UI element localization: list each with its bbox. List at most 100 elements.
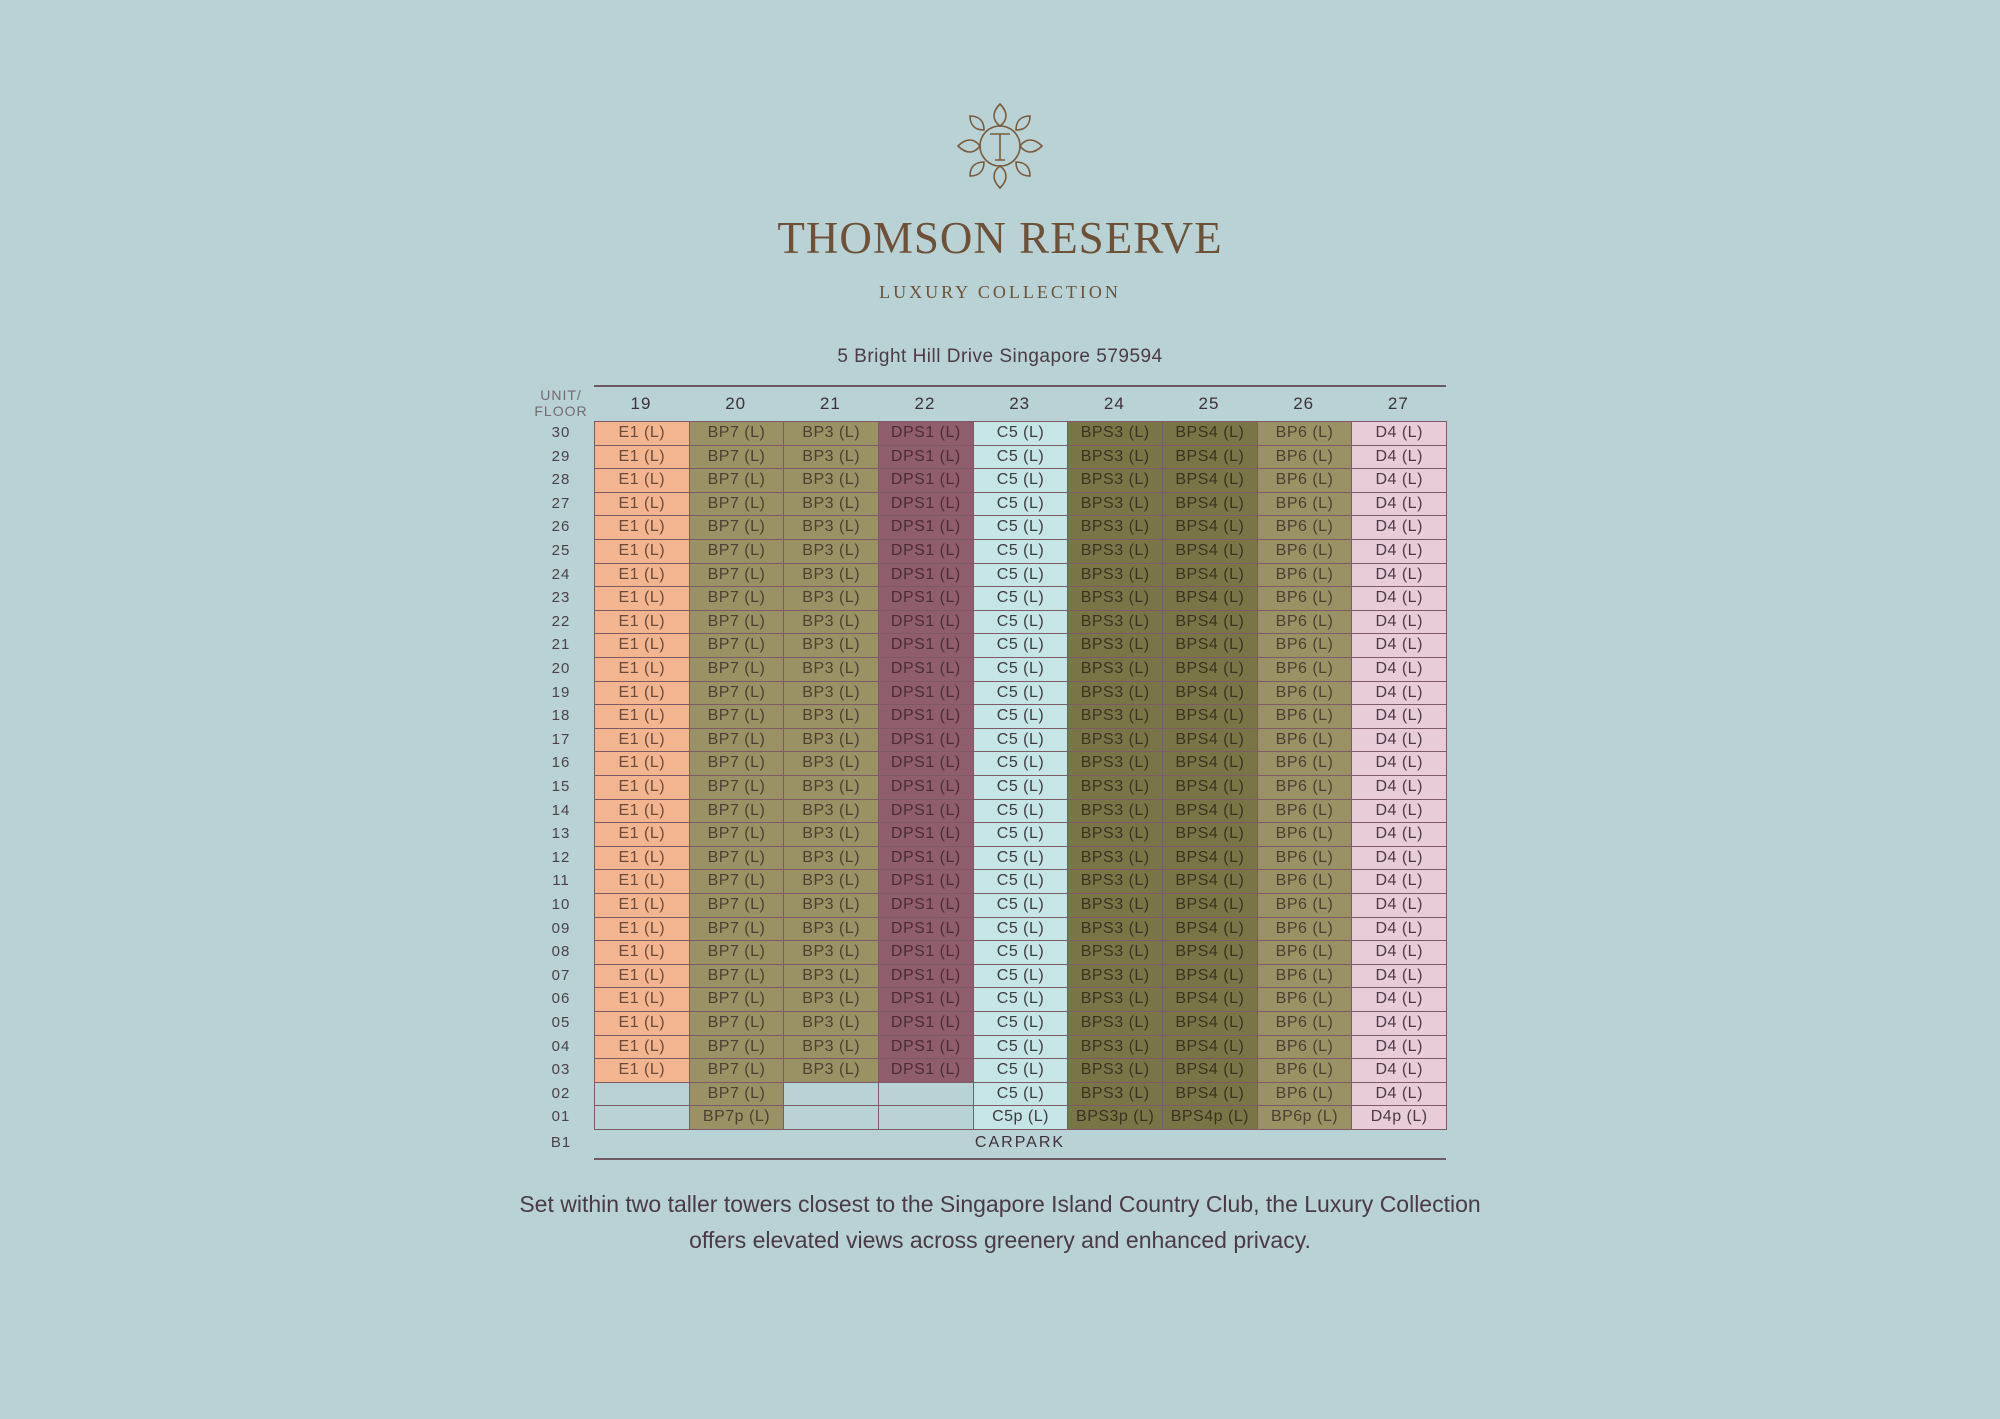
unit-cell: BP3 (L) (783, 751, 879, 776)
empty-unit-cell (783, 1105, 879, 1130)
floor-label: 09 (551, 919, 571, 937)
unit-cell: BP3 (L) (783, 963, 879, 989)
floor-label: 05 (551, 1014, 571, 1031)
leaf-monogram-icon (956, 102, 1044, 190)
unit-cell: BPS4 (L) (1162, 468, 1258, 493)
unit-cell: BPS4 (L) (1162, 491, 1258, 517)
unit-cell: BP6 (L) (1256, 1058, 1353, 1083)
floor-label: 14 (551, 801, 571, 819)
unit-cell: BPS4 (L) (1162, 798, 1258, 824)
unit-cell: BP6 (L) (1256, 916, 1353, 942)
unit-cell: DPS1 (L) (878, 1034, 974, 1060)
unit-cell: D4 (L) (1351, 1081, 1448, 1107)
unit-cell: BPS3 (L) (1067, 1081, 1163, 1107)
unit-cell: BP6p (L) (1256, 1105, 1353, 1130)
empty-unit-cell (594, 1081, 690, 1107)
brand-title: THOMSON RESERVE (777, 213, 1223, 263)
unit-cell: C5 (L) (972, 586, 1069, 611)
unit-cell: BPS4 (L) (1162, 704, 1258, 729)
unit-cell: DPS1 (L) (878, 609, 974, 635)
unit-cell: D4 (L) (1351, 468, 1448, 493)
floor-label: 26 (551, 518, 571, 536)
unit-cell: BPS4 (L) (1162, 727, 1258, 753)
unit-cell: C5 (L) (972, 775, 1069, 800)
unit-column-header: 25 (1198, 394, 1220, 413)
unit-cell: BP6 (L) (1256, 491, 1353, 517)
project-address: 5 Bright Hill Drive Singapore 579594 (837, 346, 1163, 367)
unit-cell: BP7 (L) (688, 1058, 785, 1083)
unit-cell: BPS4 (L) (1162, 822, 1258, 847)
unit-cell: BP6 (L) (1256, 609, 1353, 635)
unit-cell: BPS4 (L) (1162, 657, 1258, 682)
unit-cell: E1 (L) (594, 987, 690, 1012)
unit-cell: BP7 (L) (688, 633, 785, 658)
unit-cell: BP3 (L) (783, 491, 879, 517)
unit-cell: BP3 (L) (783, 798, 879, 824)
unit-cell: C5 (L) (972, 1081, 1069, 1107)
unit-cell: BP3 (L) (783, 869, 879, 894)
unit-cell: C5 (L) (972, 751, 1069, 776)
unit-cell: BPS3 (L) (1067, 586, 1163, 611)
unit-cell: BPS4 (L) (1162, 893, 1258, 918)
unit-cell: BP6 (L) (1256, 633, 1353, 658)
unit-cell: D4 (L) (1351, 609, 1448, 635)
unit-cell: BPS4 (L) (1162, 680, 1258, 706)
unit-cell: D4 (L) (1351, 1058, 1448, 1083)
unit-cell: BPS3 (L) (1067, 444, 1163, 470)
carpark-label: CARPARK (974, 1134, 1066, 1151)
unit-cell: BP7 (L) (688, 963, 785, 989)
unit-cell: E1 (L) (594, 609, 690, 635)
unit-cell: E1 (L) (594, 421, 690, 446)
unit-cell: C5 (L) (972, 916, 1069, 942)
unit-cell: BP7 (L) (688, 893, 785, 918)
unit-cell: BPS4 (L) (1162, 940, 1258, 965)
unit-cell: E1 (L) (594, 515, 690, 540)
axis-label-unit: UNIT/ (540, 387, 582, 403)
unit-cell: BPS3 (L) (1067, 515, 1163, 540)
unit-cell: C5 (L) (972, 1011, 1069, 1036)
unit-cell: DPS1 (L) (878, 586, 974, 611)
unit-cell: BPS3 (L) (1067, 798, 1163, 824)
unit-cell: BPS3 (L) (1067, 609, 1163, 635)
unit-cell: BP7 (L) (688, 1011, 785, 1036)
unit-cell: BP6 (L) (1256, 680, 1353, 706)
unit-cell: DPS1 (L) (878, 775, 974, 800)
unit-cell: DPS1 (L) (878, 963, 974, 989)
unit-cell: DPS1 (L) (878, 704, 974, 729)
unit-column-header: 22 (914, 394, 936, 413)
unit-cell: BP6 (L) (1256, 987, 1353, 1012)
unit-cell: DPS1 (L) (878, 633, 974, 658)
floor-label: 08 (551, 943, 571, 961)
unit-cell: BPS4p (L) (1162, 1105, 1258, 1130)
unit-cell: BP7 (L) (688, 916, 785, 942)
unit-cell: DPS1 (L) (878, 1011, 974, 1036)
unit-cell: BP7 (L) (688, 586, 785, 611)
unit-cell: BPS3 (L) (1067, 421, 1163, 446)
unit-column-header: 21 (819, 394, 841, 413)
unit-cell: BP7 (L) (688, 680, 785, 706)
unit-cell: D4 (L) (1351, 1034, 1448, 1060)
unit-cell: D4 (L) (1351, 562, 1448, 588)
unit-cell: BPS4 (L) (1162, 586, 1258, 611)
caption-line-2: offers elevated views across greenery an… (689, 1227, 1311, 1253)
unit-cell: BP7 (L) (688, 491, 785, 517)
unit-cell: E1 (L) (594, 798, 690, 824)
axis-label-floor: FLOOR (534, 403, 588, 419)
brand-subtitle: LUXURY COLLECTION (879, 282, 1121, 302)
unit-cell: BPS3 (L) (1067, 468, 1163, 493)
unit-cell: BP3 (L) (783, 657, 879, 682)
unit-cell: C5 (L) (972, 444, 1069, 470)
unit-cell: BP3 (L) (783, 586, 879, 611)
unit-cell: BP3 (L) (783, 562, 879, 588)
unit-cell: BPS3 (L) (1067, 562, 1163, 588)
unit-cell: BPS3 (L) (1067, 680, 1163, 706)
table-bottom-rule (594, 1158, 1446, 1160)
unit-cell: C5 (L) (972, 491, 1069, 517)
floor-label: 17 (551, 730, 571, 748)
unit-cell: D4 (L) (1351, 869, 1448, 894)
unit-cell: BP7 (L) (688, 421, 785, 446)
unit-cell: E1 (L) (594, 822, 690, 847)
unit-cell: DPS1 (L) (878, 727, 974, 753)
unit-cell: D4 (L) (1351, 657, 1448, 682)
unit-cell: BP7 (L) (688, 444, 785, 470)
